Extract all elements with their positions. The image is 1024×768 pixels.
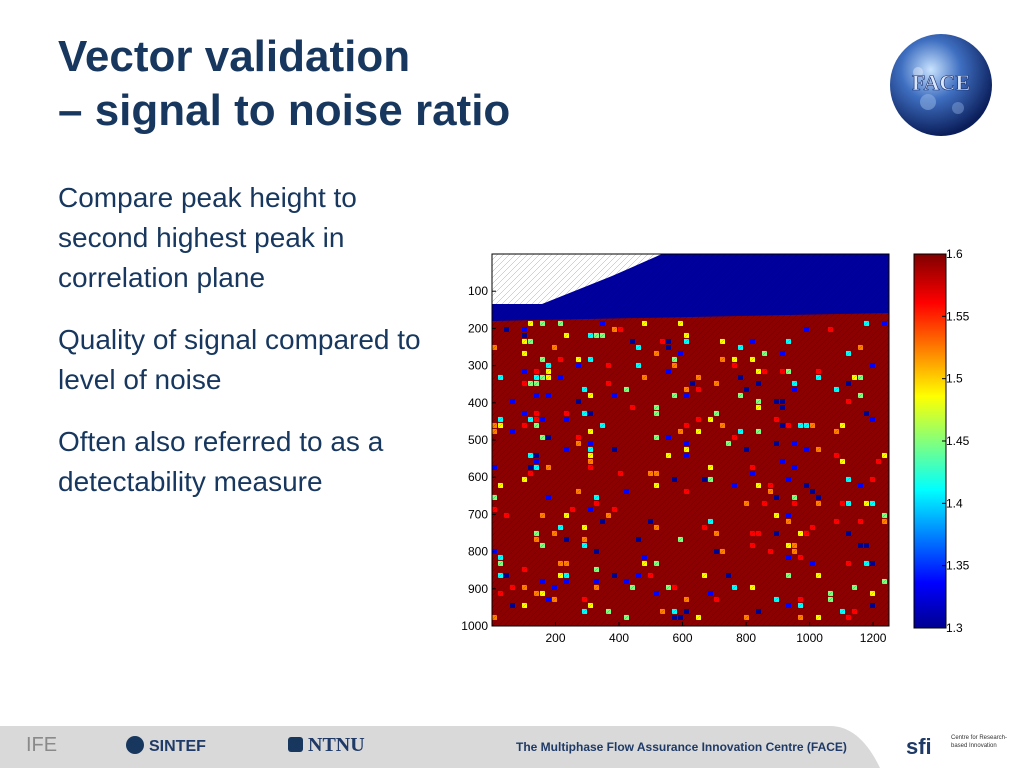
snr-heatmap: 100 200 300 400 500 600 700 800 900 1000 200 400 60… xyxy=(452,246,982,656)
x-tick-label: 200 xyxy=(546,631,566,645)
y-tick-label: 500 xyxy=(468,433,488,447)
bullet-item: Compare peak height to second highest pe… xyxy=(58,182,357,293)
heatmap-svg: 100 200 300 400 500 600 700 800 900 1000 200 400 60… xyxy=(461,247,970,645)
y-tick-label: 400 xyxy=(468,396,488,410)
bullet-item: Often also referred to as a detectabilit… xyxy=(58,426,384,497)
x-tick-label: 1000 xyxy=(796,631,823,645)
sfi-logo: sfi xyxy=(906,734,932,759)
face-globe-logo: FACE xyxy=(890,34,992,136)
y-tick-label: 300 xyxy=(468,359,488,373)
x-axis: 200 400 600 800 1000 1200 xyxy=(546,622,887,645)
x-tick-label: 600 xyxy=(673,631,693,645)
bullet-item: Quality of signal compared to level of n… xyxy=(58,324,421,395)
y-tick-label: 700 xyxy=(468,507,488,521)
y-tick-label: 900 xyxy=(468,582,488,596)
logo-text: FACE xyxy=(912,70,970,95)
colorbar-tick-label: 1.45 xyxy=(946,434,970,448)
colorbar-tick-label: 1.55 xyxy=(946,309,970,323)
sintef-logo: SINTEF xyxy=(126,736,206,756)
x-tick-label: 1200 xyxy=(860,631,887,645)
ntnu-logo: NTNU xyxy=(288,734,365,757)
footer-background xyxy=(0,726,1024,768)
title-line-1: Vector validation xyxy=(58,32,411,81)
colorbar-tick-label: 1.3 xyxy=(946,621,963,635)
y-tick-label: 800 xyxy=(468,545,488,559)
x-tick-label: 800 xyxy=(736,631,756,645)
colorbar xyxy=(913,253,947,629)
footer: IFE SINTEF NTNU The Multiphase Flow Assu… xyxy=(0,726,1024,768)
sintef-mark-icon xyxy=(126,736,144,754)
centre-name: The Multiphase Flow Assurance Innovation… xyxy=(516,740,847,754)
y-tick-label: 1000 xyxy=(461,619,488,633)
sfi-subtitle: Centre for Research-based Innovation xyxy=(951,735,1008,749)
vector-overlay xyxy=(492,254,889,626)
slide-title: Vector validation – signal to noise rati… xyxy=(58,30,510,138)
ntnu-label: NTNU xyxy=(308,734,365,756)
colorbar-tick-label: 1.5 xyxy=(946,372,963,386)
colorbar-axis: 1.6 1.55 1.5 1.45 1.4 1.35 1.3 xyxy=(942,247,970,635)
colorbar-tick-label: 1.6 xyxy=(946,247,963,261)
title-line-2: – signal to noise ratio xyxy=(58,86,511,135)
y-tick-label: 600 xyxy=(468,470,488,484)
x-tick-label: 400 xyxy=(609,631,629,645)
sintef-label: SINTEF xyxy=(149,738,206,755)
y-tick-label: 200 xyxy=(468,321,488,335)
colorbar-tick-label: 1.4 xyxy=(946,496,963,510)
bullet-list: Compare peak height to second highest pe… xyxy=(58,178,438,524)
y-axis: 100 200 300 400 500 600 700 800 900 1000 xyxy=(461,284,496,633)
ntnu-mark-icon xyxy=(288,737,303,752)
ife-logo: IFE xyxy=(26,734,58,756)
colorbar-tick-label: 1.35 xyxy=(946,559,970,573)
y-tick-label: 100 xyxy=(468,284,488,298)
